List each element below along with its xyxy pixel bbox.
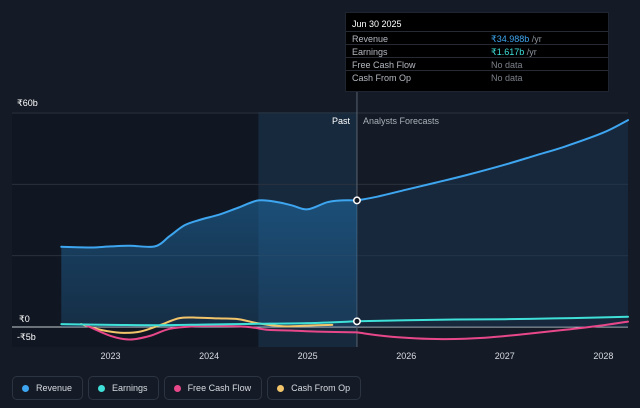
y-tick-label: -₹5b — [17, 332, 36, 342]
earnings-marker — [353, 317, 361, 326]
tooltip-value: ₹1.617b /yr — [491, 47, 537, 57]
tooltip-value: ₹34.988b /yr — [491, 34, 542, 44]
tooltip-label: Free Cash Flow — [352, 60, 416, 70]
tooltip-row-cash-from-op: Cash From Op No data — [346, 70, 608, 84]
financial-chart: ₹60b ₹0 -₹5b 2023 2024 2025 2026 2027 2028 Past An… — [12, 92, 629, 361]
legend-item-cash-from-op[interactable]: Cash From Op — [267, 376, 362, 400]
tooltip-label: Revenue — [352, 34, 389, 44]
free-cash-flow-dot-icon — [173, 384, 181, 392]
x-tick-label: 2024 — [199, 351, 219, 361]
tooltip-date: Jun 30 2025 — [352, 19, 402, 29]
tooltip-row-earnings: Earnings ₹1.617b /yr — [346, 44, 608, 58]
revenue-dot-icon — [22, 384, 29, 392]
legend-label: Revenue — [36, 383, 73, 393]
cash-from-op-line — [80, 316, 334, 334]
legend-label: Earnings — [112, 383, 148, 393]
x-tick-label: 2028 — [593, 351, 613, 361]
revenue-line — [60, 199, 358, 249]
legend-label: Free Cash Flow — [187, 383, 252, 393]
x-tick-label: 2025 — [298, 351, 318, 361]
earnings-line — [60, 320, 358, 327]
revenue-area-forecast — [356, 120, 628, 327]
forecast-label: Analysts Forecasts — [363, 116, 440, 126]
earnings-forecast-line — [356, 315, 629, 323]
tooltip-label: Earnings — [352, 47, 388, 57]
free-cash-flow-forecast-line — [356, 320, 629, 341]
x-tick-label: 2027 — [495, 351, 515, 361]
legend-label: Cash From Op — [291, 383, 351, 393]
y-tick-label: ₹60b — [17, 98, 38, 108]
x-tick-label: 2023 — [101, 351, 121, 361]
earnings-dot-icon — [98, 384, 106, 392]
y-tick-label: ₹0 — [19, 314, 30, 324]
hover-tooltip: Jun 30 2025 Revenue ₹34.988b /yr Earning… — [345, 12, 609, 92]
revenue-forecast-line — [356, 119, 629, 202]
tooltip-row-free-cash-flow: Free Cash Flow No data — [346, 57, 608, 71]
chart-legend: Revenue Earnings Free Cash Flow Cash Fro… — [12, 376, 362, 400]
revenue-marker — [353, 196, 361, 205]
past-label: Past — [332, 116, 351, 126]
legend-item-free-cash-flow[interactable]: Free Cash Flow — [163, 376, 263, 400]
revenue-area-past — [61, 200, 357, 327]
tooltip-row-revenue: Revenue ₹34.988b /yr — [346, 31, 608, 45]
free-cash-flow-line — [84, 324, 358, 341]
x-tick-label: 2026 — [396, 351, 416, 361]
tooltip-label: Cash From Op — [352, 73, 412, 83]
legend-item-earnings[interactable]: Earnings — [88, 376, 159, 400]
tooltip-value: No data — [491, 60, 523, 70]
legend-item-revenue[interactable]: Revenue — [12, 376, 84, 400]
tooltip-value: No data — [491, 73, 523, 83]
cash-from-op-dot-icon — [277, 384, 285, 392]
